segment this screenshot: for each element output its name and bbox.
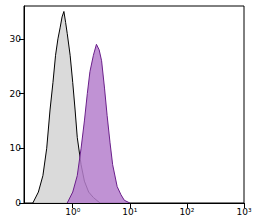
svg-text:10: 10 xyxy=(10,143,22,153)
svg-text:20: 20 xyxy=(10,89,22,99)
svg-text:0: 0 xyxy=(15,198,21,208)
svg-text:10⁰: 10⁰ xyxy=(65,207,80,217)
svg-text:10¹: 10¹ xyxy=(122,207,137,217)
svg-text:30: 30 xyxy=(10,34,22,44)
svg-text:10²: 10² xyxy=(179,207,194,217)
svg-text:10³: 10³ xyxy=(236,207,251,217)
